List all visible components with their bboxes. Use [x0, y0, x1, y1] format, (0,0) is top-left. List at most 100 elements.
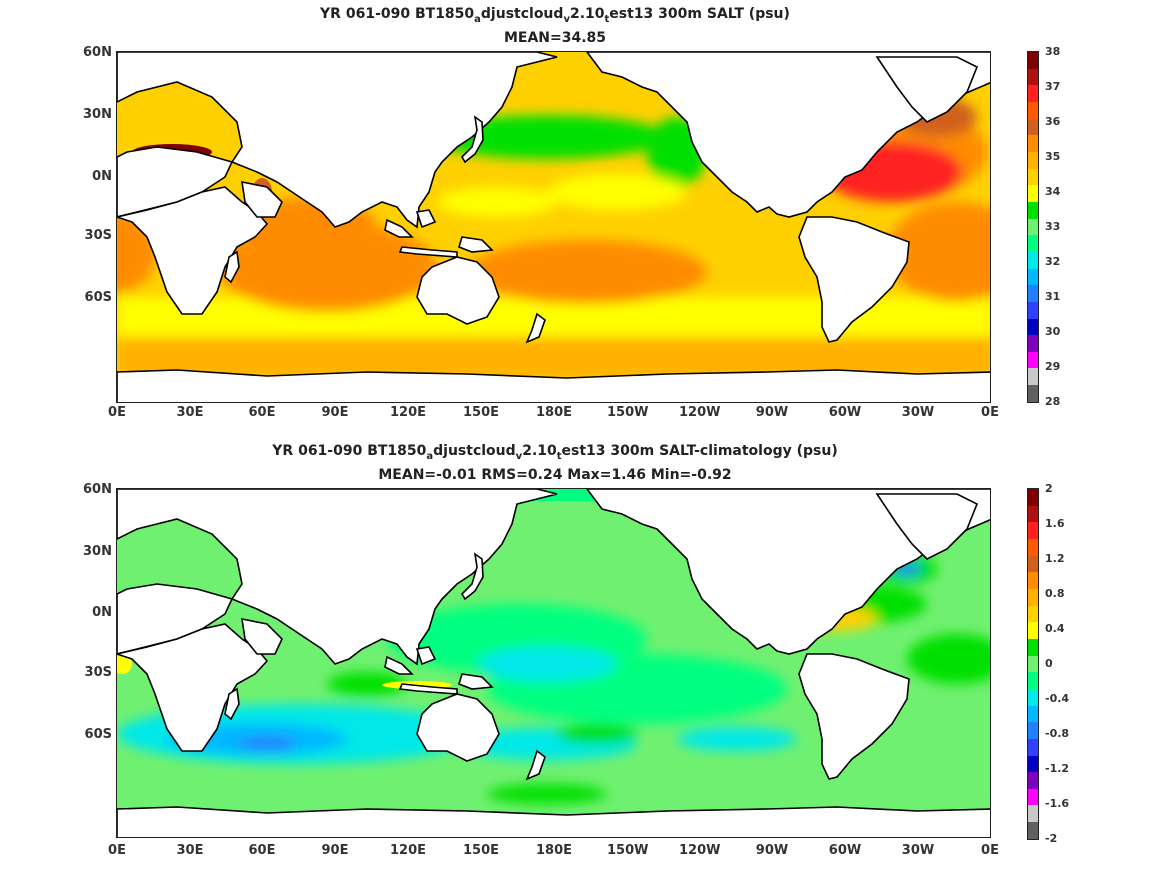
colorbar-swatch	[1028, 168, 1038, 186]
colorbar-label: 34	[1045, 185, 1061, 198]
colorbar-label: 1.6	[1045, 517, 1065, 530]
colorbar-swatch	[1028, 822, 1038, 839]
salinity-colorbar	[1027, 51, 1039, 403]
lon-label: 60E	[248, 843, 276, 858]
lat-label: 0N	[92, 169, 112, 184]
colorbar-label: 33	[1045, 220, 1061, 233]
colorbar-label: 29	[1045, 360, 1061, 373]
colorbar-swatch	[1028, 522, 1038, 539]
lat-label: 30S	[84, 665, 112, 680]
lon-label: 180E	[535, 405, 573, 420]
lon-label: 150E	[462, 405, 500, 420]
colorbar-swatch	[1028, 351, 1038, 369]
lat-label: 60N	[83, 482, 112, 497]
anomaly-title: YR 061-090 BT1850adjustcloudv2.10test13 …	[272, 443, 838, 462]
colorbar-swatch	[1028, 318, 1038, 336]
lon-label: 150E	[462, 843, 500, 858]
lon-label: 30E	[176, 843, 204, 858]
lon-label: 0E	[108, 843, 126, 858]
lon-label: 30E	[176, 405, 204, 420]
colorbar-label: 31	[1045, 290, 1061, 303]
colorbar-swatch	[1028, 588, 1038, 606]
lat-label: 60N	[83, 45, 112, 60]
colorbar-swatch	[1028, 538, 1038, 556]
colorbar-swatch	[1028, 805, 1038, 823]
anomaly-stats: MEAN=-0.01 RMS=0.24 Max=1.46 Min=-0.92	[378, 467, 732, 483]
lat-label: 60S	[84, 727, 112, 742]
colorbar-label: 38	[1045, 45, 1061, 58]
salinity-map	[116, 51, 991, 403]
lon-label: 120W	[679, 405, 721, 420]
colorbar-swatch	[1028, 738, 1038, 756]
colorbar-swatch	[1028, 218, 1038, 236]
colorbar-label: 2	[1045, 482, 1053, 495]
colorbar-swatch	[1028, 772, 1038, 789]
lon-label: 60W	[828, 405, 862, 420]
colorbar-swatch	[1028, 185, 1038, 202]
colorbar-swatch	[1028, 118, 1038, 136]
colorbar-swatch	[1028, 572, 1038, 589]
colorbar-label: 30	[1045, 325, 1061, 338]
lon-label: 90W	[755, 843, 789, 858]
lon-label: 120E	[389, 843, 427, 858]
lon-label: 0E	[108, 405, 126, 420]
colorbar-swatch	[1028, 555, 1038, 573]
lat-label: 0N	[92, 605, 112, 620]
colorbar-swatch	[1028, 85, 1038, 102]
colorbar-label: -0.4	[1045, 692, 1070, 705]
colorbar-swatch	[1028, 68, 1038, 86]
lon-label: 90W	[755, 405, 789, 420]
lon-label: 0E	[981, 843, 999, 858]
colorbar-label: 36	[1045, 115, 1061, 128]
lon-label: 120W	[679, 843, 721, 858]
lon-label: 90E	[321, 405, 349, 420]
colorbar-swatch	[1028, 489, 1038, 506]
lon-label: 150W	[607, 405, 649, 420]
colorbar-swatch	[1028, 52, 1038, 69]
colorbar-label: -1.2	[1045, 762, 1070, 775]
anomaly-map	[116, 488, 991, 838]
lon-label: 60W	[828, 843, 862, 858]
salinity-title: YR 061-090 BT1850adjustcloudv2.10test13 …	[320, 6, 790, 25]
lat-label: 30N	[83, 544, 112, 559]
lon-label: 60E	[248, 405, 276, 420]
colorbar-label: 0	[1045, 657, 1053, 670]
colorbar-swatch	[1028, 605, 1038, 623]
colorbar-label: 35	[1045, 150, 1061, 163]
colorbar-swatch	[1028, 622, 1038, 639]
lat-label: 30N	[83, 107, 112, 122]
colorbar-swatch	[1028, 201, 1038, 219]
lat-label: 30S	[84, 228, 112, 243]
colorbar-swatch	[1028, 385, 1038, 402]
colorbar-label: 0.4	[1045, 622, 1065, 635]
colorbar-swatch	[1028, 788, 1038, 806]
colorbar-swatch	[1028, 135, 1038, 152]
colorbar-swatch	[1028, 688, 1038, 706]
lon-label: 30W	[901, 843, 935, 858]
colorbar-swatch	[1028, 285, 1038, 302]
colorbar-label: 37	[1045, 80, 1061, 93]
colorbar-label: -2	[1045, 832, 1058, 845]
anomaly-colorbar	[1027, 488, 1039, 840]
lon-label: 120E	[389, 405, 427, 420]
colorbar-label: -1.6	[1045, 797, 1070, 810]
colorbar-swatch	[1028, 301, 1038, 319]
colorbar-swatch	[1028, 638, 1038, 656]
lon-label: 90E	[321, 843, 349, 858]
lon-label: 30W	[901, 405, 935, 420]
colorbar-swatch	[1028, 672, 1038, 689]
colorbar-swatch	[1028, 755, 1038, 773]
colorbar-label: 32	[1045, 255, 1061, 268]
colorbar-swatch	[1028, 368, 1038, 386]
colorbar-swatch	[1028, 655, 1038, 673]
lon-label: 150W	[607, 843, 649, 858]
colorbar-label: 1.2	[1045, 552, 1065, 565]
colorbar-swatch	[1028, 705, 1038, 723]
colorbar-label: -0.8	[1045, 727, 1070, 740]
colorbar-swatch	[1028, 335, 1038, 352]
colorbar-swatch	[1028, 235, 1038, 252]
colorbar-swatch	[1028, 101, 1038, 119]
colorbar-label: 0.8	[1045, 587, 1065, 600]
lat-label: 60S	[84, 290, 112, 305]
colorbar-label: 28	[1045, 395, 1061, 408]
